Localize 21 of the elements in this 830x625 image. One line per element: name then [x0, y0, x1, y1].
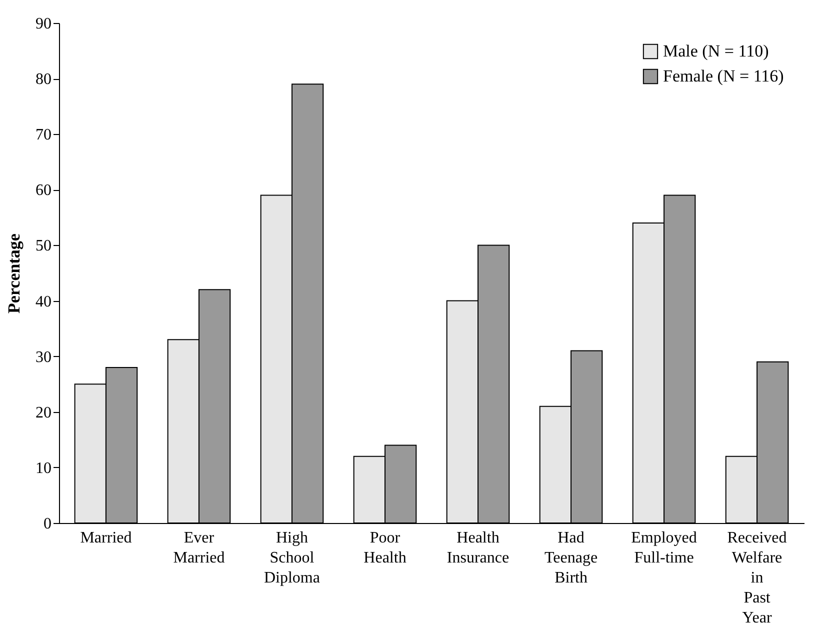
y-tick-label: 70 [36, 126, 52, 144]
x-tick-label: Had Teenage Birth [544, 530, 598, 586]
x-tick-label: Health Insurance [446, 530, 510, 566]
x-tick-label: Ever Married [173, 530, 225, 566]
x-tick-label: Employed Full-time [631, 530, 697, 566]
y-tick-label: 90 [36, 16, 52, 32]
y-tick-label: 30 [36, 348, 52, 366]
x-tick-label: Poor Health [364, 530, 406, 566]
x-tick-label: Married [80, 530, 132, 546]
y-tick-label: 60 [36, 182, 52, 200]
y-tick-label: 80 [36, 71, 52, 88]
legend-label: Female (N = 116) [663, 66, 784, 86]
y-axis-title: Percentage [4, 233, 24, 314]
x-tick-label: High School Diploma [264, 530, 320, 586]
y-tick-label: 10 [36, 460, 52, 477]
y-tick-label: 20 [36, 404, 52, 422]
y-tick-label: 40 [36, 293, 52, 310]
y-tick-label: 0 [44, 516, 52, 532]
legend-label: Male (N = 110) [663, 42, 769, 60]
x-tick-label: Received Welfare in Past Year [727, 530, 787, 625]
y-tick-label: 50 [36, 238, 52, 255]
